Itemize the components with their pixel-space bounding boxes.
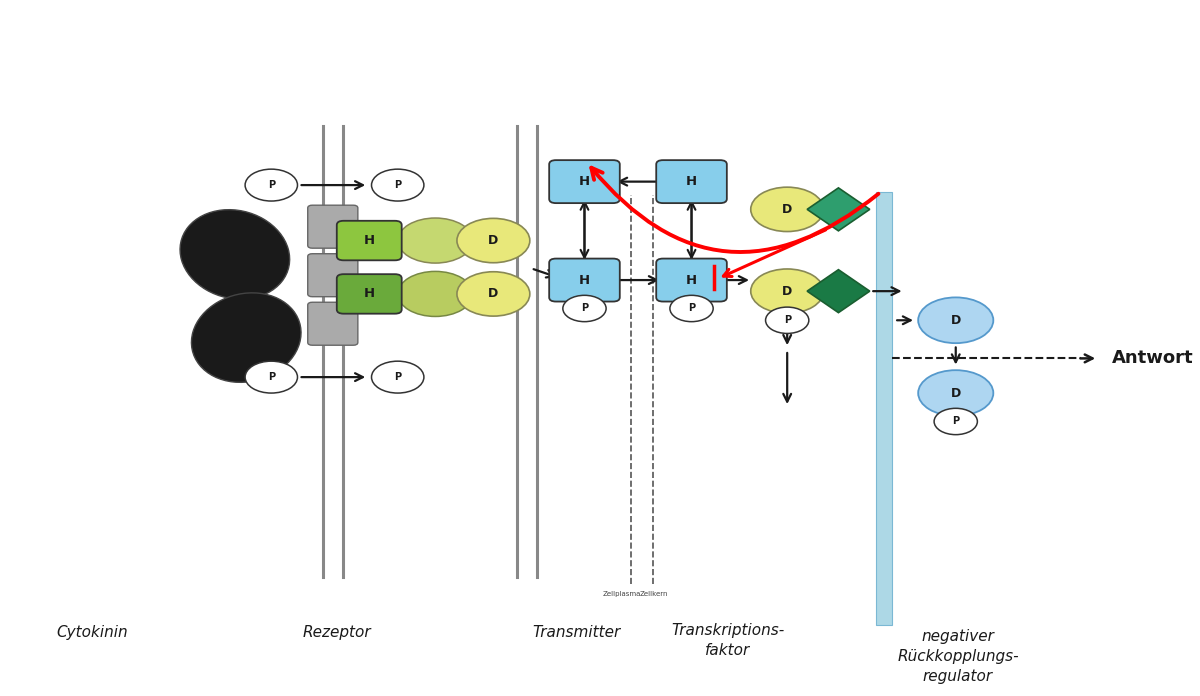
Text: Transmitter: Transmitter [533,625,620,640]
Circle shape [245,169,298,201]
Text: P: P [952,416,959,427]
Text: P: P [688,303,695,313]
Text: H: H [686,175,697,188]
Circle shape [563,295,606,322]
Text: H: H [578,274,590,287]
Ellipse shape [397,271,473,317]
Text: Transkriptions-
faktor: Transkriptions- faktor [671,623,785,658]
Text: D: D [488,287,498,301]
FancyBboxPatch shape [337,274,402,314]
Text: D: D [950,386,961,400]
Ellipse shape [180,209,289,299]
Bar [876,192,892,625]
Text: Cytokinin: Cytokinin [56,625,128,640]
FancyBboxPatch shape [307,302,358,345]
Circle shape [918,297,994,343]
Text: H: H [364,234,374,247]
FancyArrowPatch shape [592,168,878,252]
FancyBboxPatch shape [307,205,358,248]
FancyBboxPatch shape [550,160,619,203]
Text: D: D [950,314,961,326]
Text: D: D [782,203,792,216]
Text: Zellplasma: Zellplasma [602,591,641,596]
Circle shape [934,409,977,435]
FancyBboxPatch shape [337,221,402,260]
Circle shape [245,361,298,393]
Circle shape [751,187,823,232]
Text: P: P [268,372,275,382]
Text: Rezeptor: Rezeptor [304,625,372,640]
Text: Antwort: Antwort [1111,349,1193,367]
Circle shape [372,361,424,393]
Circle shape [457,219,530,262]
Polygon shape [808,269,870,313]
Circle shape [670,295,713,322]
Ellipse shape [192,293,301,382]
Text: D: D [488,234,498,247]
Text: P: P [268,180,275,190]
Text: D: D [782,285,792,298]
Text: P: P [784,315,791,325]
Text: H: H [364,287,374,301]
FancyBboxPatch shape [307,254,358,296]
Text: Zellkern: Zellkern [640,591,667,596]
Text: P: P [394,372,401,382]
Text: P: P [581,303,588,313]
Circle shape [457,271,530,316]
FancyBboxPatch shape [550,259,619,301]
Ellipse shape [397,218,473,263]
Text: negativer
Rückkopplungs-
regulator: negativer Rückkopplungs- regulator [898,629,1019,683]
Circle shape [918,370,994,416]
FancyBboxPatch shape [656,259,727,301]
Text: P: P [394,180,401,190]
FancyBboxPatch shape [656,160,727,203]
Text: H: H [686,274,697,287]
Circle shape [751,269,823,313]
Polygon shape [808,188,870,231]
Circle shape [766,307,809,333]
Circle shape [372,169,424,201]
Text: H: H [578,175,590,188]
